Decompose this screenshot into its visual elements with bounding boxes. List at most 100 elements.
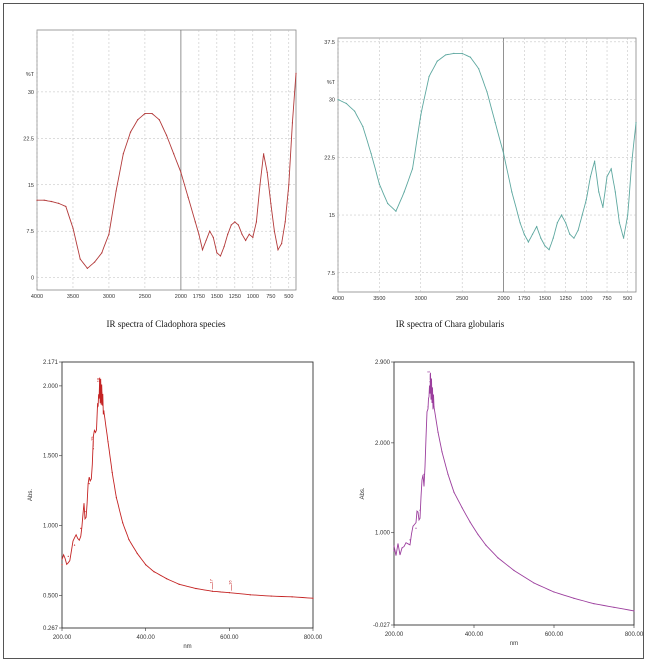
data-point (469, 521, 471, 523)
data-point (136, 552, 138, 555)
y-tick-label: 1.500 (43, 454, 59, 460)
data-point (92, 448, 94, 450)
chart-caption: IR spectra of Chara globularis (396, 319, 505, 329)
x-tick-label: 3500 (373, 296, 385, 302)
data-point (178, 583, 180, 585)
data-point (589, 175, 592, 178)
data-point (544, 245, 546, 247)
data-point (237, 224, 240, 226)
x-tick-label: 600.00 (220, 635, 239, 641)
data-point (614, 191, 616, 193)
data-point (337, 98, 339, 101)
data-point (255, 221, 258, 223)
data-point (36, 199, 38, 201)
data-point (431, 392, 433, 395)
data-point (122, 522, 124, 524)
data-point (527, 241, 529, 243)
data-point (497, 557, 499, 559)
data-point (111, 471, 113, 474)
data-point (103, 410, 105, 412)
data-point (96, 406, 99, 408)
data-point (552, 237, 554, 239)
data-point (228, 592, 230, 594)
data-point (447, 473, 449, 475)
data-point (445, 54, 447, 56)
data-point (511, 191, 513, 193)
data-point (362, 125, 364, 128)
data-point (209, 230, 211, 232)
data-point (401, 547, 403, 549)
peak-label: 18 (96, 377, 101, 382)
series-line (61, 377, 314, 599)
data-point (548, 249, 550, 251)
data-point (115, 497, 117, 499)
data-point (536, 225, 538, 228)
x-tick-label: 750 (602, 296, 611, 302)
plot-area (393, 361, 635, 626)
data-point (477, 533, 479, 536)
data-point (556, 222, 558, 224)
data-point (277, 249, 279, 251)
data-point (291, 596, 293, 598)
x-tick-label: 2000 (175, 294, 187, 300)
data-point (281, 242, 283, 245)
data-point (158, 119, 160, 121)
data-point (212, 590, 214, 592)
x-tick-label: 200.00 (53, 635, 72, 641)
data-point (540, 237, 542, 239)
data-point (67, 555, 69, 557)
x-tick-label: 1750 (518, 296, 530, 302)
data-point (602, 206, 604, 208)
data-point (93, 261, 96, 263)
data-point (180, 171, 182, 173)
data-point (173, 153, 175, 155)
data-point (101, 252, 103, 254)
data-point (573, 237, 575, 239)
y-axis-label: %T (26, 72, 35, 78)
data-point (594, 160, 596, 162)
data-point (565, 222, 567, 224)
data-point (295, 72, 297, 74)
data-point (72, 227, 74, 229)
y-tick-label: -0.027 (373, 623, 391, 629)
x-tick-label: 600.00 (545, 632, 564, 638)
data-point (378, 183, 380, 185)
x-tick-label: 3000 (415, 296, 427, 302)
data-point (80, 527, 82, 529)
data-point (395, 210, 397, 212)
data-point (129, 131, 132, 133)
data-point (86, 267, 88, 269)
data-point (128, 538, 130, 541)
x-tick-label: 1250 (229, 294, 241, 300)
chart-1: 4000 3500 3000 2500 2000 1750 1500 1250 1000 750 5… (23, 29, 297, 329)
x-tick-label: 400.00 (465, 632, 484, 638)
data-point (79, 258, 81, 260)
chart-3: 200.00 400.00 600.00 800.00 0.267 0.500 1.000 1… (28, 360, 323, 650)
x-tick-label: 1000 (247, 294, 259, 300)
data-point (266, 171, 268, 173)
data-point (288, 184, 290, 186)
y-tick-label: 2.900 (375, 360, 391, 366)
x-tick-label: 4000 (332, 296, 344, 302)
y-tick-label: 2.000 (43, 384, 59, 390)
x-tick-label: 2500 (139, 294, 151, 300)
x-tick-label: 800.00 (304, 635, 323, 641)
y-tick-label: 30 (28, 90, 34, 96)
data-point (345, 102, 347, 105)
y-tick-label: 0 (31, 276, 34, 282)
data-point (635, 122, 637, 124)
y-axis-label: Abs. (360, 487, 366, 499)
data-point (436, 60, 438, 62)
data-point (137, 119, 139, 121)
x-tick-label: 3000 (103, 294, 115, 300)
data-point (216, 252, 218, 254)
data-point (99, 389, 101, 391)
data-point (627, 214, 629, 216)
plot-area (61, 361, 314, 629)
x-tick-label: 750 (266, 294, 275, 300)
x-axis-label: nm (183, 644, 191, 650)
data-point (622, 237, 625, 239)
x-tick-label: 2500 (456, 296, 468, 302)
y-tick-label: 7.5 (26, 229, 34, 235)
